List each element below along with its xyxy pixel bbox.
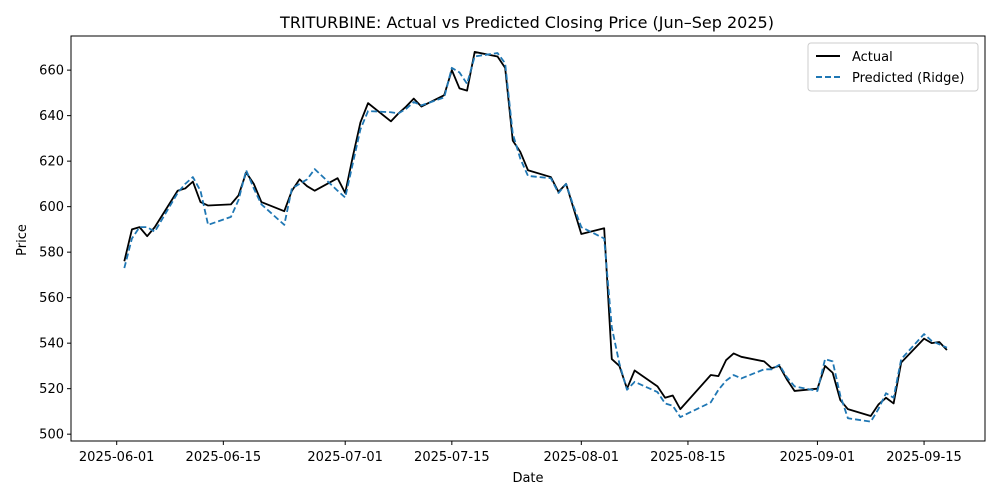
y-tick-label: 620	[39, 155, 64, 170]
series-line-actual	[123, 51, 948, 417]
series-line-predicted	[123, 52, 948, 423]
y-axis-label: Price	[15, 224, 30, 256]
plot-area	[123, 51, 948, 423]
x-tick-label: 2025-07-01	[307, 450, 383, 465]
x-axis: 2025-06-01 2025-06-15 2025-07-01 2025-07-15…	[79, 441, 962, 465]
legend-label-actual: Actual	[852, 50, 893, 65]
y-tick-label: 660	[39, 64, 64, 79]
y-tick-label: 500	[39, 428, 64, 443]
chart-title: TRITURBINE: Actual vs Predicted Closing …	[279, 13, 774, 32]
x-tick-label: 2025-06-15	[186, 450, 262, 465]
y-axis: 500 520 540 560 580 600 620 640 660	[39, 64, 71, 443]
axes-frame	[70, 35, 986, 442]
x-tick-label: 2025-08-15	[650, 450, 726, 465]
y-tick-label: 580	[39, 246, 64, 261]
x-tick-label: 2025-09-01	[780, 450, 856, 465]
x-tick-label: 2025-06-01	[79, 450, 155, 465]
y-tick-label: 640	[39, 109, 64, 124]
y-tick-label: 520	[39, 382, 64, 397]
x-tick-label: 2025-09-15	[886, 450, 962, 465]
y-tick-label: 540	[39, 337, 64, 352]
x-axis-label: Date	[512, 471, 543, 486]
x-tick-label: 2025-08-01	[544, 450, 620, 465]
x-tick-label: 2025-07-15	[414, 450, 490, 465]
y-tick-label: 560	[39, 291, 64, 306]
legend-label-predicted: Predicted (Ridge)	[852, 71, 964, 86]
legend-box	[807, 42, 979, 92]
y-tick-label: 600	[39, 200, 64, 215]
legend: Actual Predicted (Ridge)	[807, 42, 979, 92]
